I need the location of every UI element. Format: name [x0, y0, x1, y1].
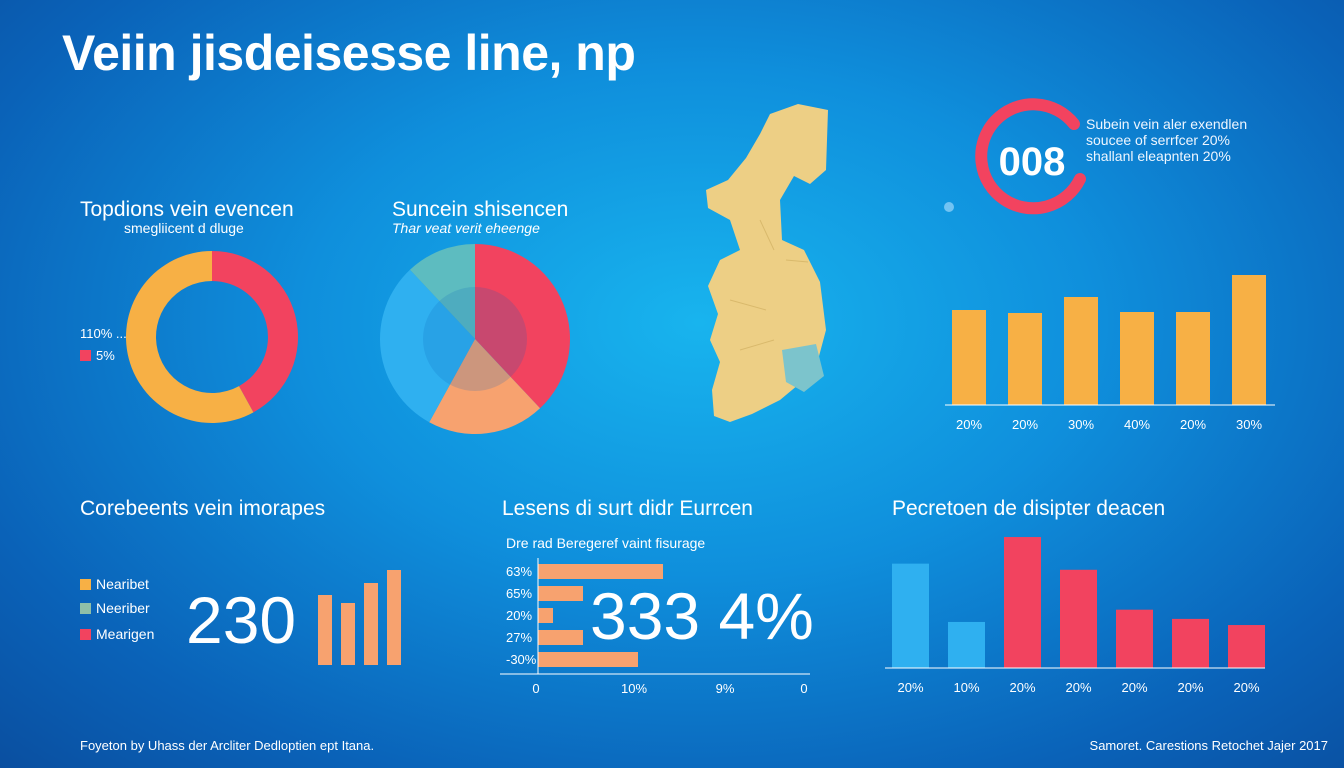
hbar-x-tick: 10% [621, 681, 647, 696]
donut-legend-item: 5% [80, 348, 115, 363]
kpi-line: soucee of serrfcer 20% [1086, 132, 1230, 148]
bottom-bar-chart-title: Pecretoen de disipter deacen [892, 497, 1166, 520]
hbar-chart: 63% 65% 20% 27% -30% 0 10% 9% 0 [500, 558, 810, 696]
small-bar-legend-item: Mearigen [80, 626, 154, 642]
hbar-category-label: -30% [506, 652, 537, 667]
donut-slice [126, 251, 254, 423]
small-bar-stat: 230 [186, 583, 297, 657]
pie-slice [380, 269, 475, 423]
donut-chart-title: Topdions vein evencen [80, 198, 294, 221]
legend-swatch [80, 350, 91, 361]
bar [1064, 297, 1098, 405]
bar-tick-label: 10% [953, 680, 979, 695]
footer-copyright: Samoret. Carestions Retochet Jajer 2017 [1089, 738, 1328, 753]
pie-slice [409, 244, 475, 339]
hbar-stat: 333 4% [590, 579, 814, 653]
bar-tick-label: 20% [897, 680, 923, 695]
hbar-x-tick: 9% [716, 681, 735, 696]
hbar-chart-subtitle: Dre rad Beregeref vaint fisurage [506, 535, 706, 551]
bar [318, 595, 332, 665]
hbar-category-label: 27% [506, 630, 532, 645]
kpi-value: 008 [999, 140, 1066, 184]
bar [1060, 569, 1097, 668]
donut-chart-subtitle: smegliicent d dluge [124, 220, 244, 236]
bar [1172, 618, 1209, 668]
legend-label: Nearibet [96, 576, 149, 592]
bar-tick-label: 20% [1009, 680, 1035, 695]
bar-tick-label: 20% [1012, 417, 1038, 432]
kpi-description: Subein vein aler exendlen soucee of serr… [1086, 116, 1247, 164]
small-bar-chart [318, 570, 401, 665]
legend-swatch [80, 602, 91, 614]
pie-slice [429, 339, 541, 434]
bar [1004, 537, 1041, 668]
bar-tick-label: 30% [1236, 417, 1262, 432]
donut-legend-label: 110% [80, 326, 113, 341]
kpi-line: Subein vein aler exendlen [1086, 116, 1248, 132]
hbar-category-label: 20% [506, 608, 532, 623]
bar [364, 583, 378, 665]
donut-legend-item: 110% ... [80, 326, 127, 341]
hbar-x-tick: 0 [532, 681, 539, 696]
bar [1232, 275, 1266, 405]
legend-label: Mearigen [96, 626, 155, 642]
small-bar-legend-item: Neeriber [80, 600, 150, 616]
bar [1116, 609, 1153, 668]
bar-tick-label: 20% [956, 417, 982, 432]
hbar [538, 586, 583, 601]
europe-map-icon [706, 104, 828, 422]
bar [1008, 313, 1042, 405]
bar [1120, 312, 1154, 405]
small-bar-panel-title: Corebeents vein imorapes [80, 497, 326, 520]
bar [341, 603, 355, 665]
bar-tick-label: 40% [1124, 417, 1150, 432]
kpi-line: shallanl eleapnten 20% [1086, 148, 1231, 164]
hbar [538, 652, 638, 667]
legend-label: Neeriber [96, 600, 150, 616]
bar-tick-label: 30% [1068, 417, 1094, 432]
pie-chart-title: Suncein shisencen [392, 198, 569, 221]
legend-swatch [80, 628, 91, 640]
pie-chart [380, 244, 570, 434]
bar [387, 570, 401, 665]
donut-chart [126, 251, 299, 423]
hbar-chart-title: Lesens di surt didr Eurrcen [502, 497, 753, 520]
footer-source: Foyeton by Uhass der Arcliter Dedloptien… [80, 738, 375, 753]
bar-tick-label: 20% [1180, 417, 1206, 432]
bar [952, 310, 986, 405]
bar-tick-label: 20% [1177, 680, 1203, 695]
donut-legend-label: 5% [96, 348, 115, 363]
hbar [538, 564, 663, 579]
kpi-ring: 008 [975, 98, 1086, 215]
bar-tick-label: 20% [1121, 680, 1147, 695]
hbar-category-label: 65% [506, 586, 532, 601]
donut-slice [212, 251, 299, 413]
hbar [538, 630, 583, 645]
bar-tick-label: 20% [1065, 680, 1091, 695]
bar [1176, 312, 1210, 405]
hbar-category-label: 63% [506, 564, 532, 579]
hbar [538, 608, 553, 623]
bar [892, 563, 929, 668]
legend-swatch [80, 578, 91, 590]
bar-tick-label: 20% [1233, 680, 1259, 695]
bar [948, 621, 985, 668]
hbar-x-tick: 0 [800, 681, 807, 696]
decorative-dot [944, 202, 954, 212]
pie-inner-ring [423, 287, 527, 391]
page-title: Veiin jisdeisesse line, np [62, 25, 636, 81]
bottom-bar-chart: 20% 10% 20% 20% 20% 20% 20% [885, 537, 1265, 695]
small-bar-legend-item: Nearibet [80, 576, 149, 592]
pie-chart-subtitle: Thar veat verit eheenge [392, 220, 540, 236]
bar [1228, 625, 1265, 668]
pie-slice [475, 244, 570, 409]
top-bar-chart: 20% 20% 30% 40% 20% 30% [945, 275, 1275, 432]
